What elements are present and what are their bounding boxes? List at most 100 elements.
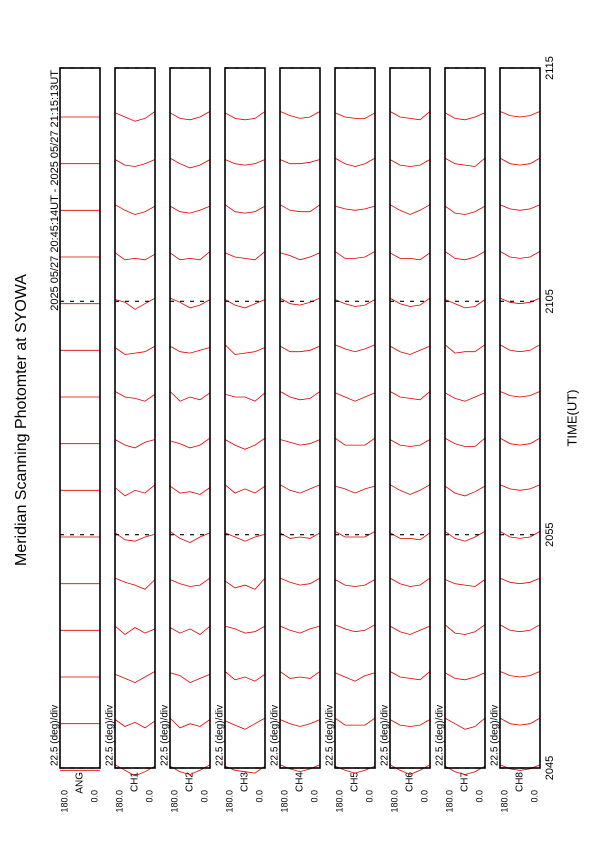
scan-trace	[224, 671, 266, 682]
scan-trace	[389, 252, 431, 261]
y-tick-label: 0.0	[529, 790, 539, 803]
panel-name: CH5	[350, 772, 361, 792]
scan-trace	[444, 717, 486, 730]
scale-label: 22.5 (deg)/div	[490, 705, 501, 766]
scan-trace	[389, 671, 431, 681]
scan-trace	[444, 112, 486, 121]
scan-trace	[444, 531, 486, 542]
scan-trace	[114, 532, 156, 542]
scan-trace	[499, 391, 541, 398]
scan-trace	[334, 672, 376, 682]
scan-trace	[169, 345, 211, 354]
scan-trace	[499, 157, 541, 166]
scan-trace	[114, 111, 156, 122]
scan-trace	[499, 624, 541, 633]
scan-trace	[444, 765, 486, 775]
scale-label: 22.5 (deg)/div	[50, 705, 61, 766]
scan-trace	[499, 251, 541, 259]
panel-frame	[224, 67, 266, 769]
scan-trace	[279, 719, 321, 727]
scan-trace	[334, 112, 376, 119]
scan-trace	[389, 439, 431, 447]
panel-name: CH3	[240, 772, 251, 792]
scan-trace	[114, 159, 156, 167]
scan-trace	[114, 625, 156, 636]
scan-trace	[389, 625, 431, 635]
scan-trace	[444, 205, 486, 215]
scan-trace	[334, 157, 376, 167]
scan-trace	[389, 577, 431, 587]
panel-name: ANG	[75, 772, 86, 794]
scan-trace	[444, 437, 486, 447]
scan-trace	[114, 345, 156, 355]
scan-trace	[389, 719, 431, 727]
scan-trace	[224, 159, 266, 166]
scan-trace	[169, 297, 211, 309]
scan-trace	[169, 205, 211, 214]
panel-frame	[279, 67, 321, 769]
scan-trace	[224, 577, 266, 590]
y-tick-label: 0.0	[474, 790, 484, 803]
y-tick-label: 0.0	[364, 790, 374, 803]
scan-trace	[114, 252, 156, 261]
scan-trace	[279, 391, 321, 401]
scan-trace	[224, 392, 266, 402]
scan-trace	[334, 251, 376, 259]
scan-trace	[499, 111, 541, 118]
scan-trace	[444, 624, 486, 635]
scan-trace	[114, 204, 156, 215]
scan-trace	[389, 111, 431, 121]
x-tick-label: 2045	[544, 756, 556, 780]
y-tick-label: 0.0	[89, 790, 99, 803]
scan-trace	[334, 717, 376, 726]
y-tick-label: 0.0	[254, 790, 264, 803]
scan-trace	[279, 484, 321, 494]
panel-frame	[114, 67, 156, 769]
y-tick-label: 180.0	[224, 790, 234, 813]
scan-trace	[224, 765, 266, 774]
scan-trace	[334, 205, 376, 211]
x-tick-label: 2105	[544, 289, 556, 313]
scan-trace	[334, 344, 376, 353]
scan-trace	[114, 391, 156, 402]
scan-trace	[169, 577, 211, 587]
panel-frame	[334, 67, 376, 769]
x-axis-label: TIME(UT)	[564, 389, 579, 446]
y-tick-label: 0.0	[419, 790, 429, 803]
scan-trace	[389, 391, 431, 401]
scan-trace	[224, 344, 266, 355]
scan-trace	[334, 485, 376, 494]
scale-label: 22.5 (deg)/div	[435, 705, 446, 766]
scan-trace	[169, 485, 211, 495]
scan-trace	[169, 391, 211, 402]
scan-trace	[389, 484, 431, 495]
scan-trace	[169, 251, 211, 261]
panel-frame	[444, 67, 486, 769]
scan-trace	[389, 345, 431, 355]
panel-name: CH1	[130, 772, 141, 792]
y-tick-label: 180.0	[279, 790, 289, 813]
panel-name: CH6	[405, 772, 416, 792]
scan-trace	[389, 532, 431, 541]
scale-label: 22.5 (deg)/div	[325, 705, 336, 766]
scan-trace	[224, 484, 266, 494]
scan-trace	[114, 439, 156, 449]
scan-trace	[334, 765, 376, 774]
scan-trace	[114, 719, 156, 729]
scan-trace	[279, 252, 321, 261]
scale-label: 22.5 (deg)/div	[105, 705, 116, 766]
scale-label: 22.5 (deg)/div	[215, 705, 226, 766]
scan-trace	[169, 625, 211, 635]
rotated-chart: Meridian Scanning Photomter at SYOWA 202…	[13, 56, 579, 812]
scan-trace	[444, 485, 486, 497]
scan-trace	[224, 437, 266, 450]
scan-trace	[499, 671, 541, 678]
scale-label: 22.5 (deg)/div	[270, 705, 281, 766]
scan-trace	[114, 484, 156, 497]
scan-trace	[224, 111, 266, 121]
scan-trace	[279, 204, 321, 213]
scan-trace	[334, 437, 376, 446]
scan-trace	[169, 111, 211, 121]
scan-trace	[499, 344, 541, 353]
x-tick-label: 2055	[544, 522, 556, 546]
